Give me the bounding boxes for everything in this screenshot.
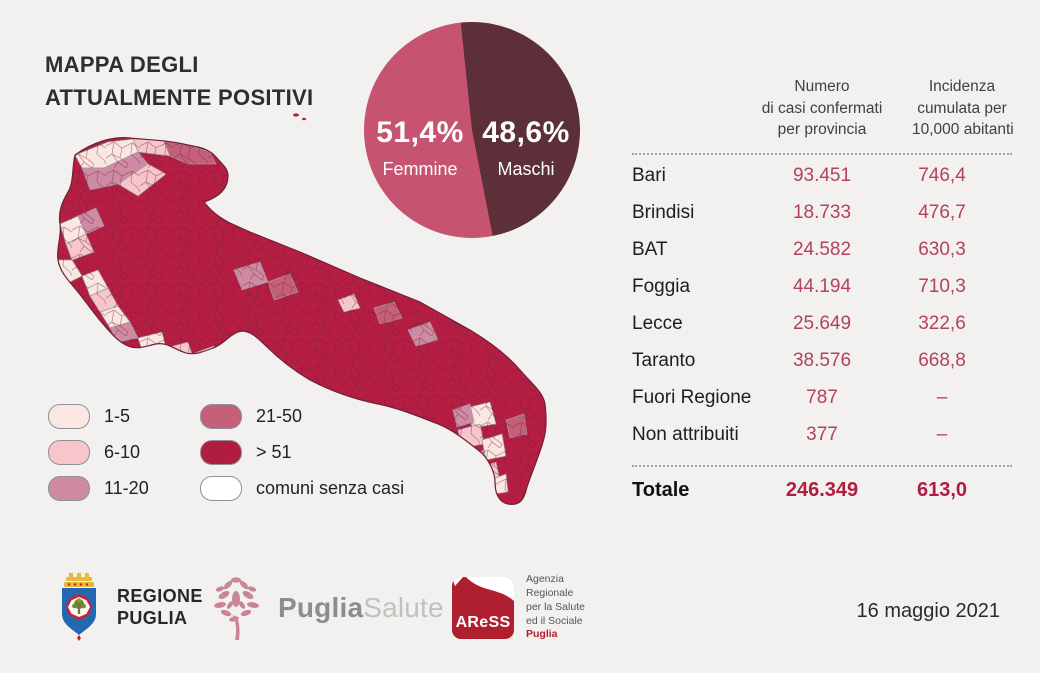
- page-title-line2: ATTUALMENTE POSITIVI: [45, 85, 314, 110]
- incidence-value: 630,3: [918, 238, 966, 260]
- province-name: Lecce: [632, 312, 683, 334]
- legend-item-6-10: 6-10: [48, 434, 200, 470]
- province-name: Foggia: [632, 275, 691, 297]
- legend-item-11-20: 11-20: [48, 470, 200, 506]
- pie-segment-male: 48,6% Maschi: [472, 116, 580, 180]
- cases-value: 787: [806, 386, 838, 408]
- incidence-value: 476,7: [918, 201, 966, 223]
- page-title-line1: MAPPA DEGLI: [45, 52, 199, 77]
- cases-value: 24.582: [792, 238, 852, 260]
- incidence-value: 322,6: [918, 312, 966, 334]
- puglia-salute-label: PugliaSalute: [278, 592, 444, 623]
- male-label: Maschi: [497, 159, 555, 179]
- dotted-divider: [632, 153, 1012, 156]
- page-title: MAPPA DEGLI ATTUALMENTE POSITIVI: [45, 48, 313, 114]
- legend-item-no-cases: comuni senza casi: [200, 470, 404, 506]
- regione-puglia-label: REGIONE PUGLIA: [117, 585, 203, 629]
- province-name: Brindisi: [632, 201, 695, 223]
- province-name: Bari: [632, 164, 666, 186]
- legend-column-1: 1-5 6-10 11-20: [48, 398, 200, 506]
- legend-label: > 51: [256, 441, 292, 462]
- table-row-bari: Bari 93.451 746,4: [632, 157, 1012, 194]
- cases-value: 25.649: [792, 312, 852, 334]
- legend-label: 6-10: [104, 441, 141, 462]
- province-name: Fuori Regione: [632, 386, 752, 408]
- incidence-column-header: Incidenza cumulata per 10,000 abitanti: [912, 78, 1014, 139]
- incidence-value: 746,4: [918, 164, 966, 186]
- aress-icon: AReSS: [452, 576, 514, 639]
- map-islet: [302, 117, 306, 121]
- female-label: Femmine: [382, 159, 458, 179]
- legend-label: 21-50: [256, 405, 303, 426]
- pie-segment-female: 51,4% Femmine: [366, 116, 474, 180]
- puglia-salute-tree-icon: [214, 577, 259, 640]
- aress-description: Agenzia Regionale per la Salute ed il So…: [526, 573, 585, 641]
- total-cases-value: 246.349: [785, 478, 859, 501]
- legend-swatch-no-cases: [200, 475, 242, 501]
- table-row-fuori-regione: Fuori Regione 787 –: [632, 379, 1012, 416]
- incidence-value: 710,3: [918, 275, 966, 297]
- cases-value: 38.576: [792, 349, 852, 371]
- cases-value: 44.194: [792, 275, 852, 297]
- regione-puglia-crest-icon: [62, 573, 96, 641]
- legend-swatch-11-20: [48, 475, 90, 501]
- map-legend: 1-5 6-10 11-20 21-50 > 51 comuni senza c…: [48, 398, 404, 506]
- table-row-bat: BAT 24.582 630,3: [632, 231, 1012, 268]
- legend-label: comuni senza casi: [256, 477, 405, 498]
- table-header: Numero di casi confermati per provincia …: [632, 76, 1014, 141]
- legend-swatch-1-5: [48, 403, 90, 429]
- total-incidence-value: 613,0: [916, 478, 968, 501]
- province-name: BAT: [632, 238, 668, 260]
- dotted-divider: [632, 465, 1012, 468]
- regione-puglia-logo: REGIONE PUGLIA: [55, 572, 203, 642]
- aress-logo: AReSS Agenzia Regionale per la Salute ed…: [452, 573, 585, 642]
- cases-value: 18.733: [792, 201, 852, 223]
- table-row-totale: Totale 246.349 613,0: [632, 469, 1012, 511]
- table-row-foggia: Foggia 44.194 710,3: [632, 268, 1012, 305]
- male-percentage: 48,6%: [482, 116, 570, 149]
- legend-column-2: 21-50 > 51 comuni senza casi: [200, 398, 404, 506]
- aress-wordmark: AReSS: [455, 613, 511, 631]
- table-row-non-attribuiti: Non attribuiti 377 –: [632, 416, 1012, 453]
- cases-value: 377: [806, 423, 838, 445]
- legend-label: 1-5: [104, 405, 131, 426]
- legend-item-1-5: 1-5: [48, 398, 200, 434]
- table-row-brindisi: Brindisi 18.733 476,7: [632, 194, 1012, 231]
- table-row-lecce: Lecce 25.649 322,6: [632, 305, 1012, 342]
- cases-column-header: Numero di casi confermati per provincia: [761, 78, 883, 139]
- incidence-value: –: [936, 386, 948, 408]
- puglia-salute-logo: PugliaSalute: [208, 575, 444, 641]
- incidence-value: 668,8: [918, 349, 966, 371]
- report-date: 16 maggio 2021: [856, 600, 1000, 622]
- pie-chart: 51,4% Femmine 48,6% Maschi: [364, 22, 580, 238]
- legend-swatch-over-51: [200, 439, 242, 465]
- legend-item-over-51: > 51: [200, 434, 404, 470]
- legend-item-21-50: 21-50: [200, 398, 404, 434]
- female-percentage: 51,4%: [376, 116, 464, 149]
- province-table: Numero di casi confermati per provincia …: [632, 76, 1014, 511]
- province-name: Non attribuiti: [632, 423, 739, 445]
- puglia-choropleth-map: [56, 113, 547, 505]
- legend-swatch-6-10: [48, 439, 90, 465]
- cases-value: 93.451: [792, 164, 852, 186]
- legend-label: 11-20: [104, 477, 149, 498]
- table-row-taranto: Taranto 38.576 668,8: [632, 342, 1012, 379]
- aress-swoosh-icon: [452, 576, 514, 601]
- province-name: Taranto: [632, 349, 696, 371]
- total-label: Totale: [632, 478, 690, 501]
- legend-swatch-21-50: [200, 403, 242, 429]
- incidence-value: –: [936, 423, 948, 445]
- map-islet: [293, 113, 299, 117]
